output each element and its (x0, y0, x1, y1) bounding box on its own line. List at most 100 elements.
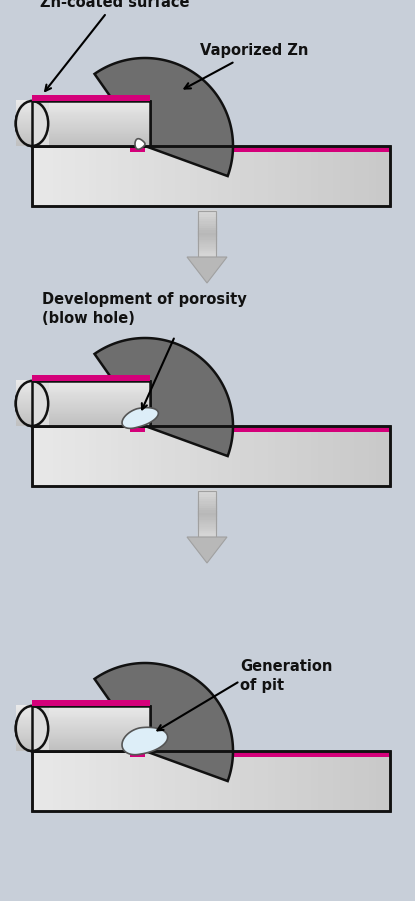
Bar (32, 420, 150, 423)
Bar (198, 217, 216, 220)
Bar (32, 103, 150, 105)
Bar (16, 414, 49, 417)
Bar (16, 383, 49, 386)
Bar (16, 126, 48, 129)
Bar (16, 131, 48, 133)
Bar (16, 705, 49, 708)
Bar (16, 134, 48, 137)
Bar (16, 101, 49, 104)
Bar (239, 751, 248, 811)
Bar (32, 747, 150, 750)
Bar (32, 123, 150, 126)
Bar (383, 426, 391, 486)
Bar (16, 382, 49, 385)
Bar (32, 706, 150, 709)
Bar (16, 105, 49, 108)
Bar (32, 416, 150, 419)
Bar (32, 728, 150, 731)
Bar (75, 426, 83, 486)
Bar (16, 412, 49, 414)
Bar (16, 732, 49, 734)
Bar (16, 733, 48, 735)
Bar (198, 231, 216, 234)
Bar (198, 492, 216, 496)
Bar (32, 396, 150, 398)
Bar (16, 729, 49, 732)
Bar (361, 751, 370, 811)
Bar (32, 732, 150, 734)
Bar (198, 513, 216, 516)
Bar (16, 411, 49, 414)
Bar (32, 106, 150, 109)
Polygon shape (122, 407, 159, 428)
Bar (16, 131, 49, 133)
Bar (32, 400, 150, 403)
Bar (32, 406, 150, 409)
Bar (16, 715, 49, 718)
Bar (32, 736, 150, 739)
Bar (16, 719, 48, 722)
Bar (32, 121, 150, 123)
Bar (32, 138, 150, 141)
Bar (198, 211, 216, 257)
Bar (32, 101, 150, 104)
Bar (32, 423, 150, 425)
Bar (16, 726, 48, 729)
Bar (16, 132, 49, 135)
Bar (218, 426, 227, 486)
Bar (232, 146, 241, 206)
Bar (32, 124, 150, 127)
Bar (32, 426, 390, 486)
Bar (32, 397, 150, 400)
Bar (32, 415, 150, 418)
Bar (175, 751, 184, 811)
Bar (32, 711, 150, 714)
Polygon shape (95, 58, 233, 176)
Bar (16, 402, 48, 405)
Bar (16, 392, 48, 395)
Bar (32, 726, 150, 729)
Bar (318, 426, 327, 486)
Bar (32, 740, 150, 742)
Bar (16, 108, 48, 111)
Bar (32, 99, 150, 102)
Bar (32, 381, 150, 426)
Bar (32, 419, 150, 422)
Bar (347, 146, 356, 206)
Bar (16, 414, 48, 417)
Bar (16, 133, 48, 136)
Bar (32, 393, 150, 396)
Bar (16, 384, 48, 387)
Bar (16, 396, 48, 398)
Bar (32, 113, 150, 115)
Bar (32, 142, 150, 145)
Bar (16, 727, 48, 730)
Bar (32, 722, 150, 724)
Bar (32, 732, 150, 734)
Bar (32, 723, 150, 725)
Bar (16, 138, 49, 141)
Bar (16, 733, 49, 736)
Bar (232, 426, 241, 486)
Bar (16, 418, 49, 421)
Bar (16, 122, 48, 124)
Bar (132, 146, 141, 206)
Bar (32, 138, 150, 141)
Bar (32, 111, 150, 114)
Bar (16, 123, 48, 126)
Bar (32, 727, 150, 730)
Bar (16, 749, 48, 751)
Bar (16, 403, 49, 405)
Bar (32, 110, 150, 113)
Bar (311, 146, 320, 206)
Bar (16, 724, 48, 727)
Bar (16, 387, 49, 389)
Bar (16, 125, 49, 128)
Bar (32, 123, 150, 126)
Bar (198, 228, 216, 232)
Bar (32, 731, 150, 733)
Bar (146, 146, 155, 206)
Bar (198, 529, 216, 532)
Bar (32, 708, 150, 711)
Bar (16, 728, 48, 731)
